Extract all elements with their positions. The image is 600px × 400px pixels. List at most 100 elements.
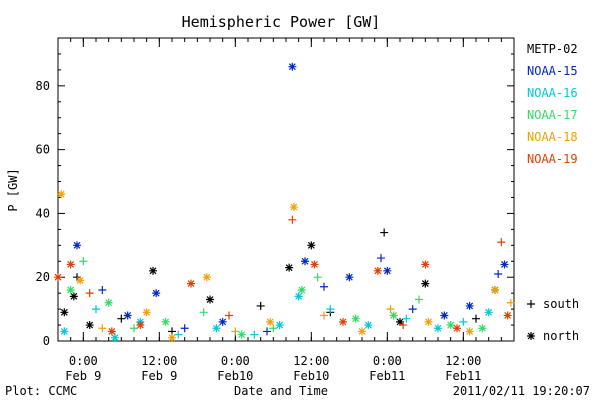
data-point	[73, 241, 81, 250]
y-tick-label: 20	[36, 270, 50, 284]
data-point	[136, 321, 145, 330]
data-point	[396, 317, 404, 326]
data-point	[478, 324, 487, 333]
data-point	[288, 215, 297, 224]
legend-entry: NOAA-17	[527, 108, 578, 122]
data-points	[54, 62, 515, 342]
data-point	[269, 324, 278, 333]
data-point	[465, 327, 474, 336]
data-point	[307, 241, 316, 250]
data-point	[142, 308, 151, 317]
data-point	[386, 305, 395, 314]
x-tick-label-time: 12:00	[141, 354, 177, 368]
data-point	[459, 317, 468, 326]
data-point	[373, 266, 382, 275]
data-point	[351, 314, 360, 323]
data-point	[275, 321, 284, 330]
data-point	[107, 327, 116, 336]
data-point	[364, 321, 373, 330]
legend-entry: NOAA-18	[527, 130, 578, 144]
x-tick-label-date: Feb 9	[141, 369, 177, 383]
data-point	[491, 285, 499, 294]
x-tick-label-time: 12:00	[293, 354, 329, 368]
x-tick-label-time: 12:00	[445, 354, 481, 368]
data-point	[117, 314, 126, 323]
marker-legend-symbol	[527, 332, 535, 340]
data-point	[484, 308, 493, 317]
data-point	[294, 292, 303, 301]
data-point	[60, 308, 69, 317]
data-point	[149, 266, 157, 275]
data-point	[440, 311, 449, 320]
data-point	[380, 228, 389, 237]
marker-legend-label: north	[543, 329, 579, 343]
data-point	[266, 317, 275, 326]
data-point	[60, 327, 69, 336]
plot-credit: Plot: CCMC	[5, 384, 77, 398]
data-point	[161, 317, 170, 326]
legend-entry: METP-02	[527, 42, 578, 56]
data-point	[421, 260, 430, 269]
y-axis: 0 20 40 60 80	[36, 37, 514, 348]
data-point	[421, 279, 430, 288]
marker-legend-label: south	[543, 297, 579, 311]
data-point	[313, 273, 322, 282]
data-point	[453, 324, 461, 333]
data-point	[377, 254, 385, 263]
plot-timestamp: 2011/02/11 19:20:07	[453, 384, 590, 398]
data-point	[199, 308, 208, 317]
chart-title: Hemispheric Power [GW]	[182, 13, 381, 31]
data-point	[263, 327, 271, 336]
data-point	[212, 324, 221, 333]
data-point	[85, 321, 94, 330]
data-point	[506, 298, 515, 307]
data-point	[123, 311, 132, 320]
y-tick-label: 60	[36, 143, 50, 157]
data-point	[174, 330, 183, 339]
data-point	[57, 190, 66, 199]
data-point	[320, 282, 328, 291]
data-point	[289, 203, 298, 212]
x-tick-label-date: Feb11	[369, 369, 405, 383]
legend-entry: NOAA-15	[527, 64, 578, 78]
data-point	[503, 311, 512, 320]
data-point	[92, 305, 100, 314]
data-point	[85, 289, 94, 298]
data-point	[310, 260, 319, 269]
data-point	[301, 257, 309, 266]
data-point	[206, 295, 214, 304]
data-point	[111, 333, 119, 342]
data-point	[66, 285, 75, 294]
data-point	[130, 324, 138, 333]
data-point	[288, 62, 297, 71]
data-point	[320, 311, 328, 320]
x-tick-label-time: 0:00	[221, 354, 250, 368]
data-point	[402, 314, 411, 323]
x-axis-label: Date and Time	[234, 384, 328, 398]
y-axis-label: P [GW]	[6, 168, 20, 211]
x-tick-label-date: Feb10	[217, 369, 253, 383]
data-point	[399, 321, 408, 330]
data-point	[202, 273, 211, 282]
legend-entry: NOAA-16	[527, 86, 578, 100]
data-point	[345, 273, 354, 282]
data-point	[472, 314, 480, 323]
x-tick-label-date: Feb 9	[65, 369, 101, 383]
y-tick-label: 0	[43, 334, 50, 348]
data-point	[358, 327, 366, 336]
data-point	[237, 330, 246, 339]
x-tick-label-date: Feb10	[293, 369, 329, 383]
data-point	[54, 273, 62, 282]
y-tick-label: 80	[36, 79, 50, 93]
data-point	[383, 266, 392, 275]
data-point	[494, 270, 503, 279]
series-legend: METP-02 NOAA-15 NOAA-16 NOAA-17 NOAA-18 NOAA-…	[527, 42, 578, 166]
data-point	[415, 295, 423, 304]
data-point	[69, 292, 78, 301]
data-point	[104, 298, 113, 307]
marker-legend: south north	[527, 297, 579, 343]
data-point	[218, 317, 227, 326]
data-point	[497, 238, 506, 247]
data-point	[66, 260, 75, 269]
